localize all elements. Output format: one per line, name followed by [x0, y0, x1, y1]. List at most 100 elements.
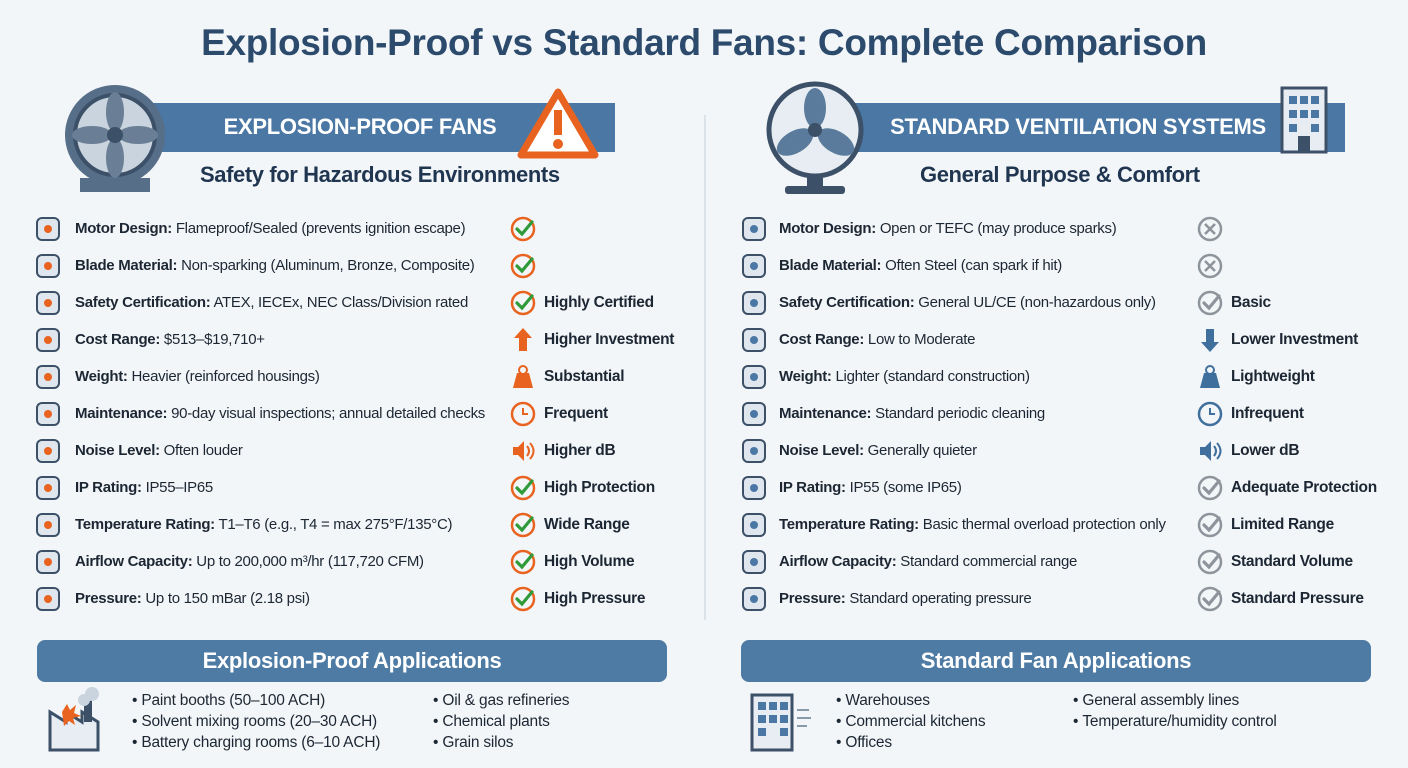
- row-label: Motor Design:: [779, 220, 876, 237]
- row-value: 90-day visual inspections; annual detail…: [171, 405, 485, 422]
- row-icon: [36, 513, 60, 537]
- row-badge: High Pressure: [544, 590, 646, 607]
- row-icon: [36, 217, 60, 241]
- row-badge: Basic: [1231, 294, 1271, 311]
- row-text: Cost Range: $513–$19,710+: [75, 330, 265, 350]
- badge-icon: [1197, 253, 1223, 279]
- row-text: Safety Certification: General UL/CE (non…: [779, 293, 1156, 313]
- application-item: Battery charging rooms (6–10 ACH): [132, 732, 380, 753]
- row-label: Cost Range:: [779, 331, 865, 348]
- row-label: Maintenance:: [779, 405, 872, 422]
- row-label: Blade Material:: [779, 257, 882, 274]
- application-item: Paint booths (50–100 ACH): [132, 690, 325, 711]
- row-icon: [36, 476, 60, 500]
- row-value: Up to 150 mBar (2.18 psi): [145, 590, 310, 607]
- row-label: Noise Level:: [75, 442, 160, 459]
- badge-icon: [510, 401, 536, 427]
- badge-icon: [510, 290, 536, 316]
- row-value: Open or TEFC (may produce sparks): [879, 220, 1117, 237]
- row-label: Pressure:: [779, 590, 846, 607]
- row-text: Weight: Heavier (reinforced housings): [75, 367, 320, 387]
- badge-icon: [513, 365, 533, 388]
- row-text: Safety Certification: ATEX, IECEx, NEC C…: [75, 293, 468, 313]
- application-item: General assembly lines: [1073, 690, 1239, 711]
- office-icon: [750, 693, 811, 752]
- page-title: Explosion-Proof vs Standard Fans: Comple…: [201, 22, 1207, 63]
- row-text: Maintenance: 90-day visual inspections; …: [75, 404, 485, 424]
- row-label: Airflow Capacity:: [779, 553, 897, 570]
- badge-icon: [510, 253, 536, 279]
- row-icon: [36, 439, 60, 463]
- row-value: General UL/CE (non-hazardous only): [918, 294, 1156, 311]
- row-text: Motor Design: Flameproof/Sealed (prevent…: [75, 219, 466, 239]
- application-item: Warehouses: [836, 690, 930, 711]
- row-value: Non-sparking (Aluminum, Bronze, Composit…: [181, 257, 475, 274]
- badge-icon: [1197, 216, 1223, 242]
- row-badge: Adequate Protection: [1231, 479, 1377, 496]
- row-badge: Wide Range: [544, 516, 630, 533]
- gear-fan-icon: [65, 85, 165, 192]
- row-label: Safety Certification:: [779, 294, 915, 311]
- row-text: Temperature Rating: Basic thermal overlo…: [779, 515, 1166, 535]
- badge-icon: [510, 549, 536, 575]
- applications-bar: [37, 640, 667, 682]
- row-label: Safety Certification:: [75, 294, 211, 311]
- row-icon: [742, 291, 766, 315]
- row-icon: [742, 328, 766, 352]
- application-item: Commercial kitchens: [836, 711, 985, 732]
- row-label: Pressure:: [75, 590, 142, 607]
- row-icon: [742, 439, 766, 463]
- row-icon: [742, 254, 766, 278]
- row-label: Weight:: [75, 368, 128, 385]
- applications-heading: Explosion-Proof Applications: [202, 648, 502, 673]
- warning-icon: [517, 88, 599, 159]
- row-text: Maintenance: Standard periodic cleaning: [779, 404, 1045, 424]
- row-icon: [36, 254, 60, 278]
- badge-icon: [514, 328, 532, 351]
- row-icon: [36, 328, 60, 352]
- row-icon: [742, 476, 766, 500]
- row-value: $513–$19,710+: [163, 331, 265, 348]
- badge-icon: [1197, 512, 1223, 538]
- row-text: Weight: Lighter (standard construction): [779, 367, 1030, 387]
- row-value: Often Steel (can spark if hit): [885, 257, 1062, 274]
- badge-icon: [510, 216, 536, 242]
- row-badge: Lightweight: [1231, 368, 1315, 385]
- desk-fan-icon: [766, 81, 864, 194]
- badge-icon: [510, 475, 536, 501]
- banner-heading: EXPLOSION-PROOF FANS: [223, 114, 497, 139]
- factory-icon: [48, 687, 100, 752]
- row-value: IP55–IP65: [145, 479, 214, 496]
- row-value: Basic thermal overload protection only: [922, 516, 1166, 533]
- badge-icon: [1201, 329, 1219, 352]
- row-icon: [36, 365, 60, 389]
- application-item: Oil & gas refineries: [433, 690, 569, 711]
- row-badge: Substantial: [544, 368, 625, 385]
- badge-icon: [1200, 441, 1222, 461]
- badge-icon: [1200, 365, 1220, 388]
- row-badge: Higher Investment: [544, 331, 675, 348]
- row-icon: [742, 217, 766, 241]
- row-label: Temperature Rating:: [779, 516, 919, 533]
- badge-icon: [513, 441, 535, 461]
- row-label: Maintenance:: [75, 405, 168, 422]
- row-value: Lighter (standard construction): [835, 368, 1030, 385]
- building-icon: [1280, 86, 1328, 154]
- row-value: Up to 200,000 m³/hr (117,720 CFM): [196, 553, 424, 570]
- row-text: Noise Level: Generally quieter: [779, 441, 977, 461]
- row-label: Weight:: [779, 368, 832, 385]
- row-badge: Lower Investment: [1231, 331, 1358, 348]
- banner: [855, 103, 1345, 152]
- row-value: ATEX, IECEx, NEC Class/Division rated: [213, 294, 468, 311]
- row-value: Low to Moderate: [867, 331, 976, 348]
- row-icon: [36, 402, 60, 426]
- row-badge: Limited Range: [1231, 516, 1334, 533]
- badge-icon: [1197, 549, 1223, 575]
- row-value: Generally quieter: [867, 442, 977, 459]
- row-label: Temperature Rating:: [75, 516, 215, 533]
- row-badge: Highly Certified: [544, 294, 654, 311]
- row-icon: [36, 587, 60, 611]
- row-label: IP Rating:: [75, 479, 142, 496]
- badge-icon: [1197, 475, 1223, 501]
